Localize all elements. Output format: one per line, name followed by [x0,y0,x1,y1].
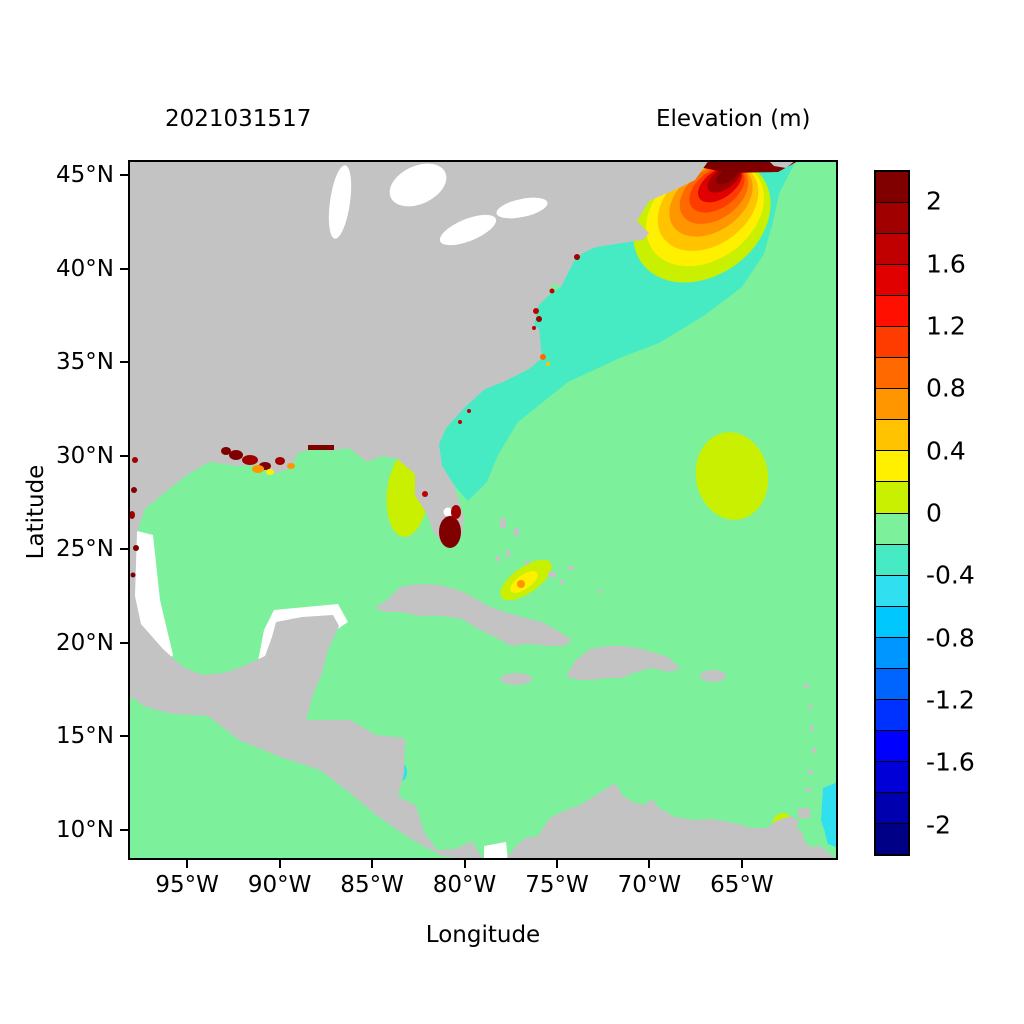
colorbar-tick-label: -1.2 [926,685,975,715]
y-tick-label: 20°N [56,629,114,656]
colorbar [874,170,910,856]
y-tick-mark [120,454,128,457]
y-tick-mark [120,829,128,832]
colorbar-cell [876,543,908,575]
y-tick-label: 35°N [56,349,114,376]
colorbar-tick-label: -0.4 [926,560,975,590]
x-tick-label: 65°W [710,872,774,898]
x-axis-title: Longitude [425,922,541,948]
great-lakes [328,163,548,246]
colorbar-cell [876,419,908,451]
y-tick-mark [120,173,128,176]
map-plot-area [128,160,838,860]
colorbar-cell [876,822,908,855]
x-tick-mark [278,860,281,868]
colorbar-tick-label: -2 [926,810,951,840]
land-south-america [505,783,838,860]
y-tick-mark [120,548,128,551]
colorbar-tick-label: 0.8 [926,373,966,403]
colorbar-tick-label: 2 [926,186,942,216]
colorbar-cell [876,698,908,730]
y-tick-mark [120,361,128,364]
timestamp-title: 2021031517 [165,106,312,132]
y-tick-mark [120,735,128,738]
island-puerto-rico [700,670,726,682]
x-tick-mark [186,860,189,868]
colorbar-cell [876,357,908,389]
colorbar-cell [876,202,908,234]
y-tick-label: 40°N [56,255,114,282]
x-tick-mark [463,860,466,868]
colorbar-tick-label: 0.4 [926,436,966,466]
island-trinidad [798,808,810,818]
colorbar-tick-label: 0 [926,498,942,528]
lake-okeechobee [443,507,453,517]
x-tick-label: 95°W [155,872,219,898]
caribbean-islands [374,160,816,818]
colorbar-cell [876,636,908,668]
x-tick-label: 75°W [525,872,589,898]
island-cuba [374,584,572,646]
colorbar-cell [876,729,908,761]
y-tick-mark [120,641,128,644]
colorbar-tick-label: 1.6 [926,249,966,279]
y-tick-label: 25°N [56,536,114,563]
colorbar-cell [876,512,908,544]
colorbar-tick-label: -0.8 [926,623,975,653]
colorbar-cell [876,450,908,482]
colorbar-tick-label: -1.6 [926,747,975,777]
y-tick-label: 10°N [56,817,114,844]
x-tick-label: 90°W [247,872,312,898]
colorbar-cell [876,172,908,203]
x-tick-label: 85°W [340,872,404,898]
colorbar-cell [876,295,908,327]
x-tick-mark [740,860,743,868]
y-tick-label: 15°N [56,723,114,750]
orinoco-green-patch [803,821,825,847]
colorbar-cell [876,667,908,699]
plot-frame [128,160,838,860]
y-tick-mark [120,267,128,270]
colorbar-cell [876,574,908,606]
land-north-america [128,160,709,860]
colorbar-title: Elevation (m) [656,106,811,132]
colorbar-cell [876,388,908,420]
colorbar-cell [876,326,908,358]
y-tick-label: 30°N [56,442,114,469]
x-tick-label: 80°W [432,872,497,898]
island-jamaica [500,673,532,685]
x-tick-mark [648,860,651,868]
coastal-surge-pockets [129,254,580,578]
colorbar-cell [876,760,908,792]
island-hispaniola [566,646,681,680]
y-tick-label: 45°N [56,161,114,188]
colorbar-tick-label: 1.2 [926,311,966,341]
colorbar-cell [876,264,908,296]
colorbar-cell [876,481,908,513]
x-tick-mark [371,860,374,868]
x-tick-mark [555,860,558,868]
colorbar-cell [876,791,908,823]
colorbar-cell [876,233,908,265]
x-tick-label: 70°W [617,872,682,898]
colorbar-cell [876,605,908,637]
